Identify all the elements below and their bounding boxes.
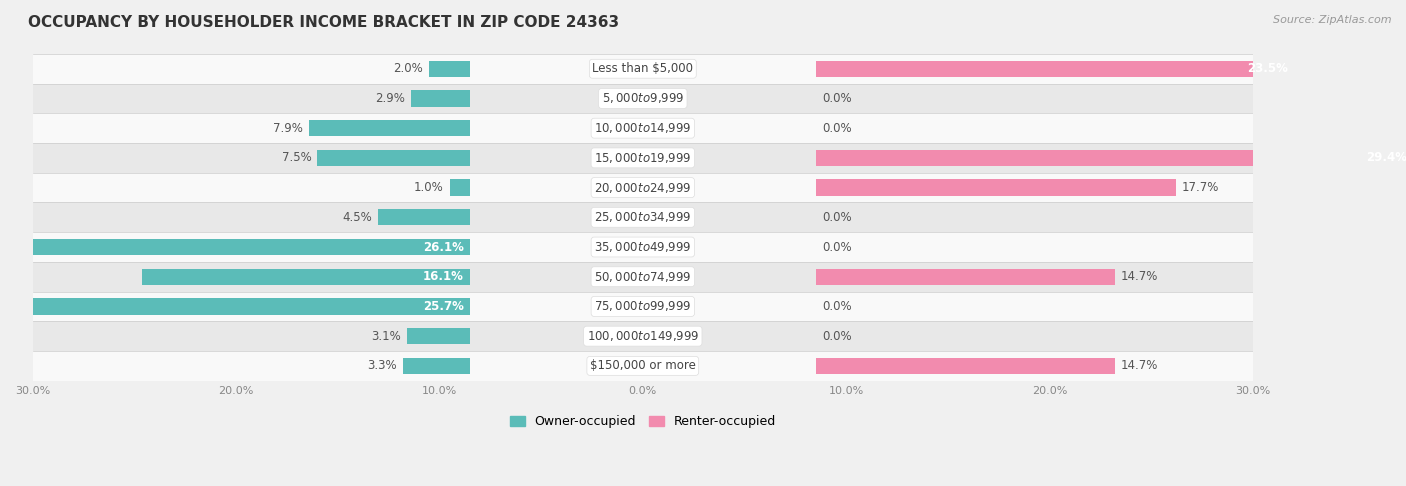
Legend: Owner-occupied, Renter-occupied: Owner-occupied, Renter-occupied — [505, 410, 780, 434]
Text: $50,000 to $74,999: $50,000 to $74,999 — [595, 270, 692, 284]
Bar — [815, 61, 1294, 77]
Bar — [0, 298, 470, 314]
Text: $150,000 or more: $150,000 or more — [591, 359, 696, 372]
Text: $35,000 to $49,999: $35,000 to $49,999 — [595, 240, 692, 254]
Text: $20,000 to $24,999: $20,000 to $24,999 — [595, 181, 692, 194]
Text: 0.0%: 0.0% — [821, 241, 852, 254]
Bar — [32, 351, 1253, 381]
Text: 17.7%: 17.7% — [1182, 181, 1219, 194]
Text: $25,000 to $34,999: $25,000 to $34,999 — [595, 210, 692, 225]
Bar — [32, 113, 1253, 143]
Text: 0.0%: 0.0% — [821, 92, 852, 105]
Text: $10,000 to $14,999: $10,000 to $14,999 — [595, 121, 692, 135]
Text: $100,000 to $149,999: $100,000 to $149,999 — [586, 329, 699, 343]
Text: 0.0%: 0.0% — [821, 122, 852, 135]
Bar — [815, 269, 1115, 285]
Text: 3.3%: 3.3% — [367, 359, 396, 372]
Text: 29.4%: 29.4% — [1367, 151, 1406, 164]
Bar — [429, 61, 470, 77]
Bar — [32, 173, 1253, 203]
Text: 14.7%: 14.7% — [1121, 270, 1159, 283]
Bar — [142, 269, 470, 285]
Bar — [32, 143, 1253, 173]
Text: 2.0%: 2.0% — [394, 62, 423, 75]
Text: 26.1%: 26.1% — [423, 241, 464, 254]
Bar — [32, 84, 1253, 113]
Bar — [0, 239, 470, 255]
Text: $75,000 to $99,999: $75,000 to $99,999 — [595, 299, 692, 313]
Bar — [32, 262, 1253, 292]
Bar — [406, 328, 470, 345]
Bar — [318, 150, 470, 166]
Bar — [411, 90, 470, 106]
Bar — [815, 150, 1406, 166]
Text: 2.9%: 2.9% — [375, 92, 405, 105]
Bar — [32, 203, 1253, 232]
Text: 7.5%: 7.5% — [281, 151, 311, 164]
Text: 0.0%: 0.0% — [821, 300, 852, 313]
Bar — [32, 292, 1253, 321]
Bar — [32, 321, 1253, 351]
Text: $15,000 to $19,999: $15,000 to $19,999 — [595, 151, 692, 165]
Text: Source: ZipAtlas.com: Source: ZipAtlas.com — [1274, 15, 1392, 25]
Bar — [309, 120, 470, 137]
Bar — [815, 358, 1115, 374]
Text: 3.1%: 3.1% — [371, 330, 401, 343]
Text: 7.9%: 7.9% — [273, 122, 304, 135]
Bar — [815, 179, 1175, 196]
Bar — [32, 54, 1253, 84]
Text: OCCUPANCY BY HOUSEHOLDER INCOME BRACKET IN ZIP CODE 24363: OCCUPANCY BY HOUSEHOLDER INCOME BRACKET … — [28, 15, 619, 30]
Bar — [450, 179, 470, 196]
Text: 16.1%: 16.1% — [423, 270, 464, 283]
Bar — [402, 358, 470, 374]
Text: 14.7%: 14.7% — [1121, 359, 1159, 372]
Text: 0.0%: 0.0% — [821, 211, 852, 224]
Text: 1.0%: 1.0% — [413, 181, 443, 194]
Text: $5,000 to $9,999: $5,000 to $9,999 — [602, 91, 685, 105]
Text: 25.7%: 25.7% — [423, 300, 464, 313]
Text: 0.0%: 0.0% — [821, 330, 852, 343]
Text: Less than $5,000: Less than $5,000 — [592, 62, 693, 75]
Bar — [378, 209, 470, 226]
Bar — [32, 232, 1253, 262]
Text: 4.5%: 4.5% — [343, 211, 373, 224]
Text: 23.5%: 23.5% — [1247, 62, 1288, 75]
